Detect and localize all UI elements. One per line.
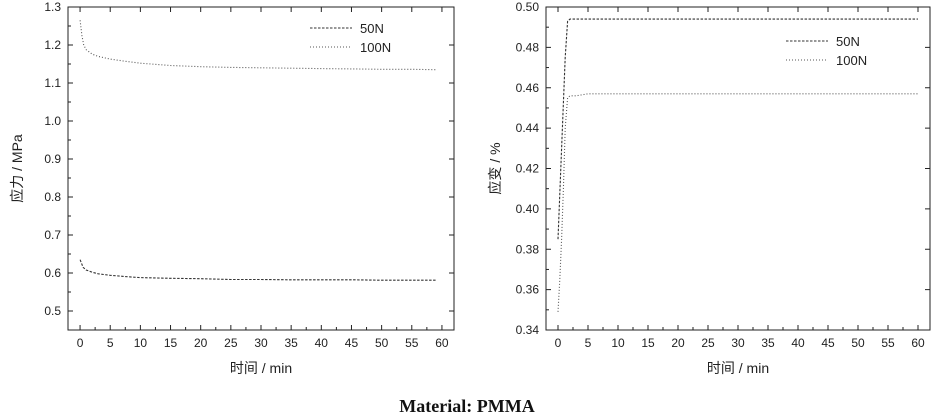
chart2-y-tick-label: 0.42 <box>516 162 540 176</box>
chart2-x-tick-label: 25 <box>701 336 715 350</box>
chart1-y-tick-label: 0.5 <box>44 304 61 318</box>
chart2-x-tick-label: 5 <box>585 336 592 350</box>
chart2-y-tick-label: 0.40 <box>516 202 540 216</box>
chart1-x-tick-label: 5 <box>107 336 114 350</box>
chart1-y-tick-label: 1.1 <box>44 76 61 90</box>
figure-caption: Material: PMMA <box>399 396 535 416</box>
chart2-x-tick-label: 15 <box>641 336 655 350</box>
chart1-x-tick-label: 35 <box>284 336 298 350</box>
chart2-y-tick-label: 0.36 <box>516 283 540 297</box>
chart1-x-axis-label: 时间 / min <box>230 360 292 376</box>
chart2-x-tick-label: 45 <box>821 336 835 350</box>
chart2-y-tick-label: 0.48 <box>516 40 540 54</box>
chart2-x-tick-label: 55 <box>881 336 895 350</box>
chart2-y-tick-label: 0.44 <box>516 121 540 135</box>
chart2-x-tick-label: 10 <box>611 336 625 350</box>
chart2-legend-label: 100N <box>836 53 867 68</box>
chart1-series-line-100n <box>79 20 436 71</box>
chart1-series-line-50n <box>79 259 436 281</box>
chart1-y-axis-label: 应力 / MPa <box>9 134 25 203</box>
chart2-x-axis-label: 时间 / min <box>707 360 769 376</box>
chart1-y-tick-label: 1.2 <box>44 38 61 52</box>
chart1-legend-label: 50N <box>360 21 384 36</box>
chart2-x-tick-label: 60 <box>911 336 925 350</box>
chart1-x-tick-label: 45 <box>345 336 359 350</box>
chart1-x-tick-label: 25 <box>224 336 238 350</box>
chart1-x-tick-label: 10 <box>134 336 148 350</box>
chart2-x-tick-label: 0 <box>555 336 562 350</box>
chart2-x-tick-label: 30 <box>731 336 745 350</box>
chart2-legend-label: 50N <box>836 34 860 49</box>
chart1-legend-label: 100N <box>360 40 391 55</box>
chart1-y-tick-label: 0.8 <box>44 190 61 204</box>
chart2-y-tick-label: 0.34 <box>516 323 540 337</box>
chart1-x-tick-label: 0 <box>77 336 84 350</box>
chart1-x-tick-label: 15 <box>164 336 178 350</box>
chart1-y-tick-label: 1.3 <box>44 0 61 14</box>
chart2-y-tick-label: 0.46 <box>516 81 540 95</box>
chart1-x-tick-label: 60 <box>435 336 449 350</box>
chart2-y-axis-label: 应变 / % <box>487 142 503 194</box>
chart1-x-tick-label: 50 <box>375 336 389 350</box>
chart2-series-line-100n <box>557 93 918 312</box>
chart2-x-tick-label: 35 <box>761 336 775 350</box>
chart2-x-tick-label: 50 <box>851 336 865 350</box>
chart2-y-tick-label: 0.50 <box>516 0 540 14</box>
chart1-y-tick-label: 0.7 <box>44 228 61 242</box>
chart1-x-tick-label: 20 <box>194 336 208 350</box>
chart2-x-tick-label: 40 <box>791 336 805 350</box>
chart2-series-line-50n <box>557 18 918 240</box>
chart1-y-tick-label: 1.0 <box>44 114 61 128</box>
chart1-y-tick-label: 0.9 <box>44 152 61 166</box>
chart1-plot-frame <box>67 6 455 331</box>
chart2-y-tick-label: 0.38 <box>516 242 540 256</box>
chart1-y-tick-label: 0.6 <box>44 266 61 280</box>
chart1-x-tick-label: 40 <box>315 336 329 350</box>
chart1-x-tick-label: 55 <box>405 336 419 350</box>
chart1-x-tick-label: 30 <box>254 336 268 350</box>
chart2-x-tick-label: 20 <box>671 336 685 350</box>
chart2-plot-frame <box>545 6 931 331</box>
